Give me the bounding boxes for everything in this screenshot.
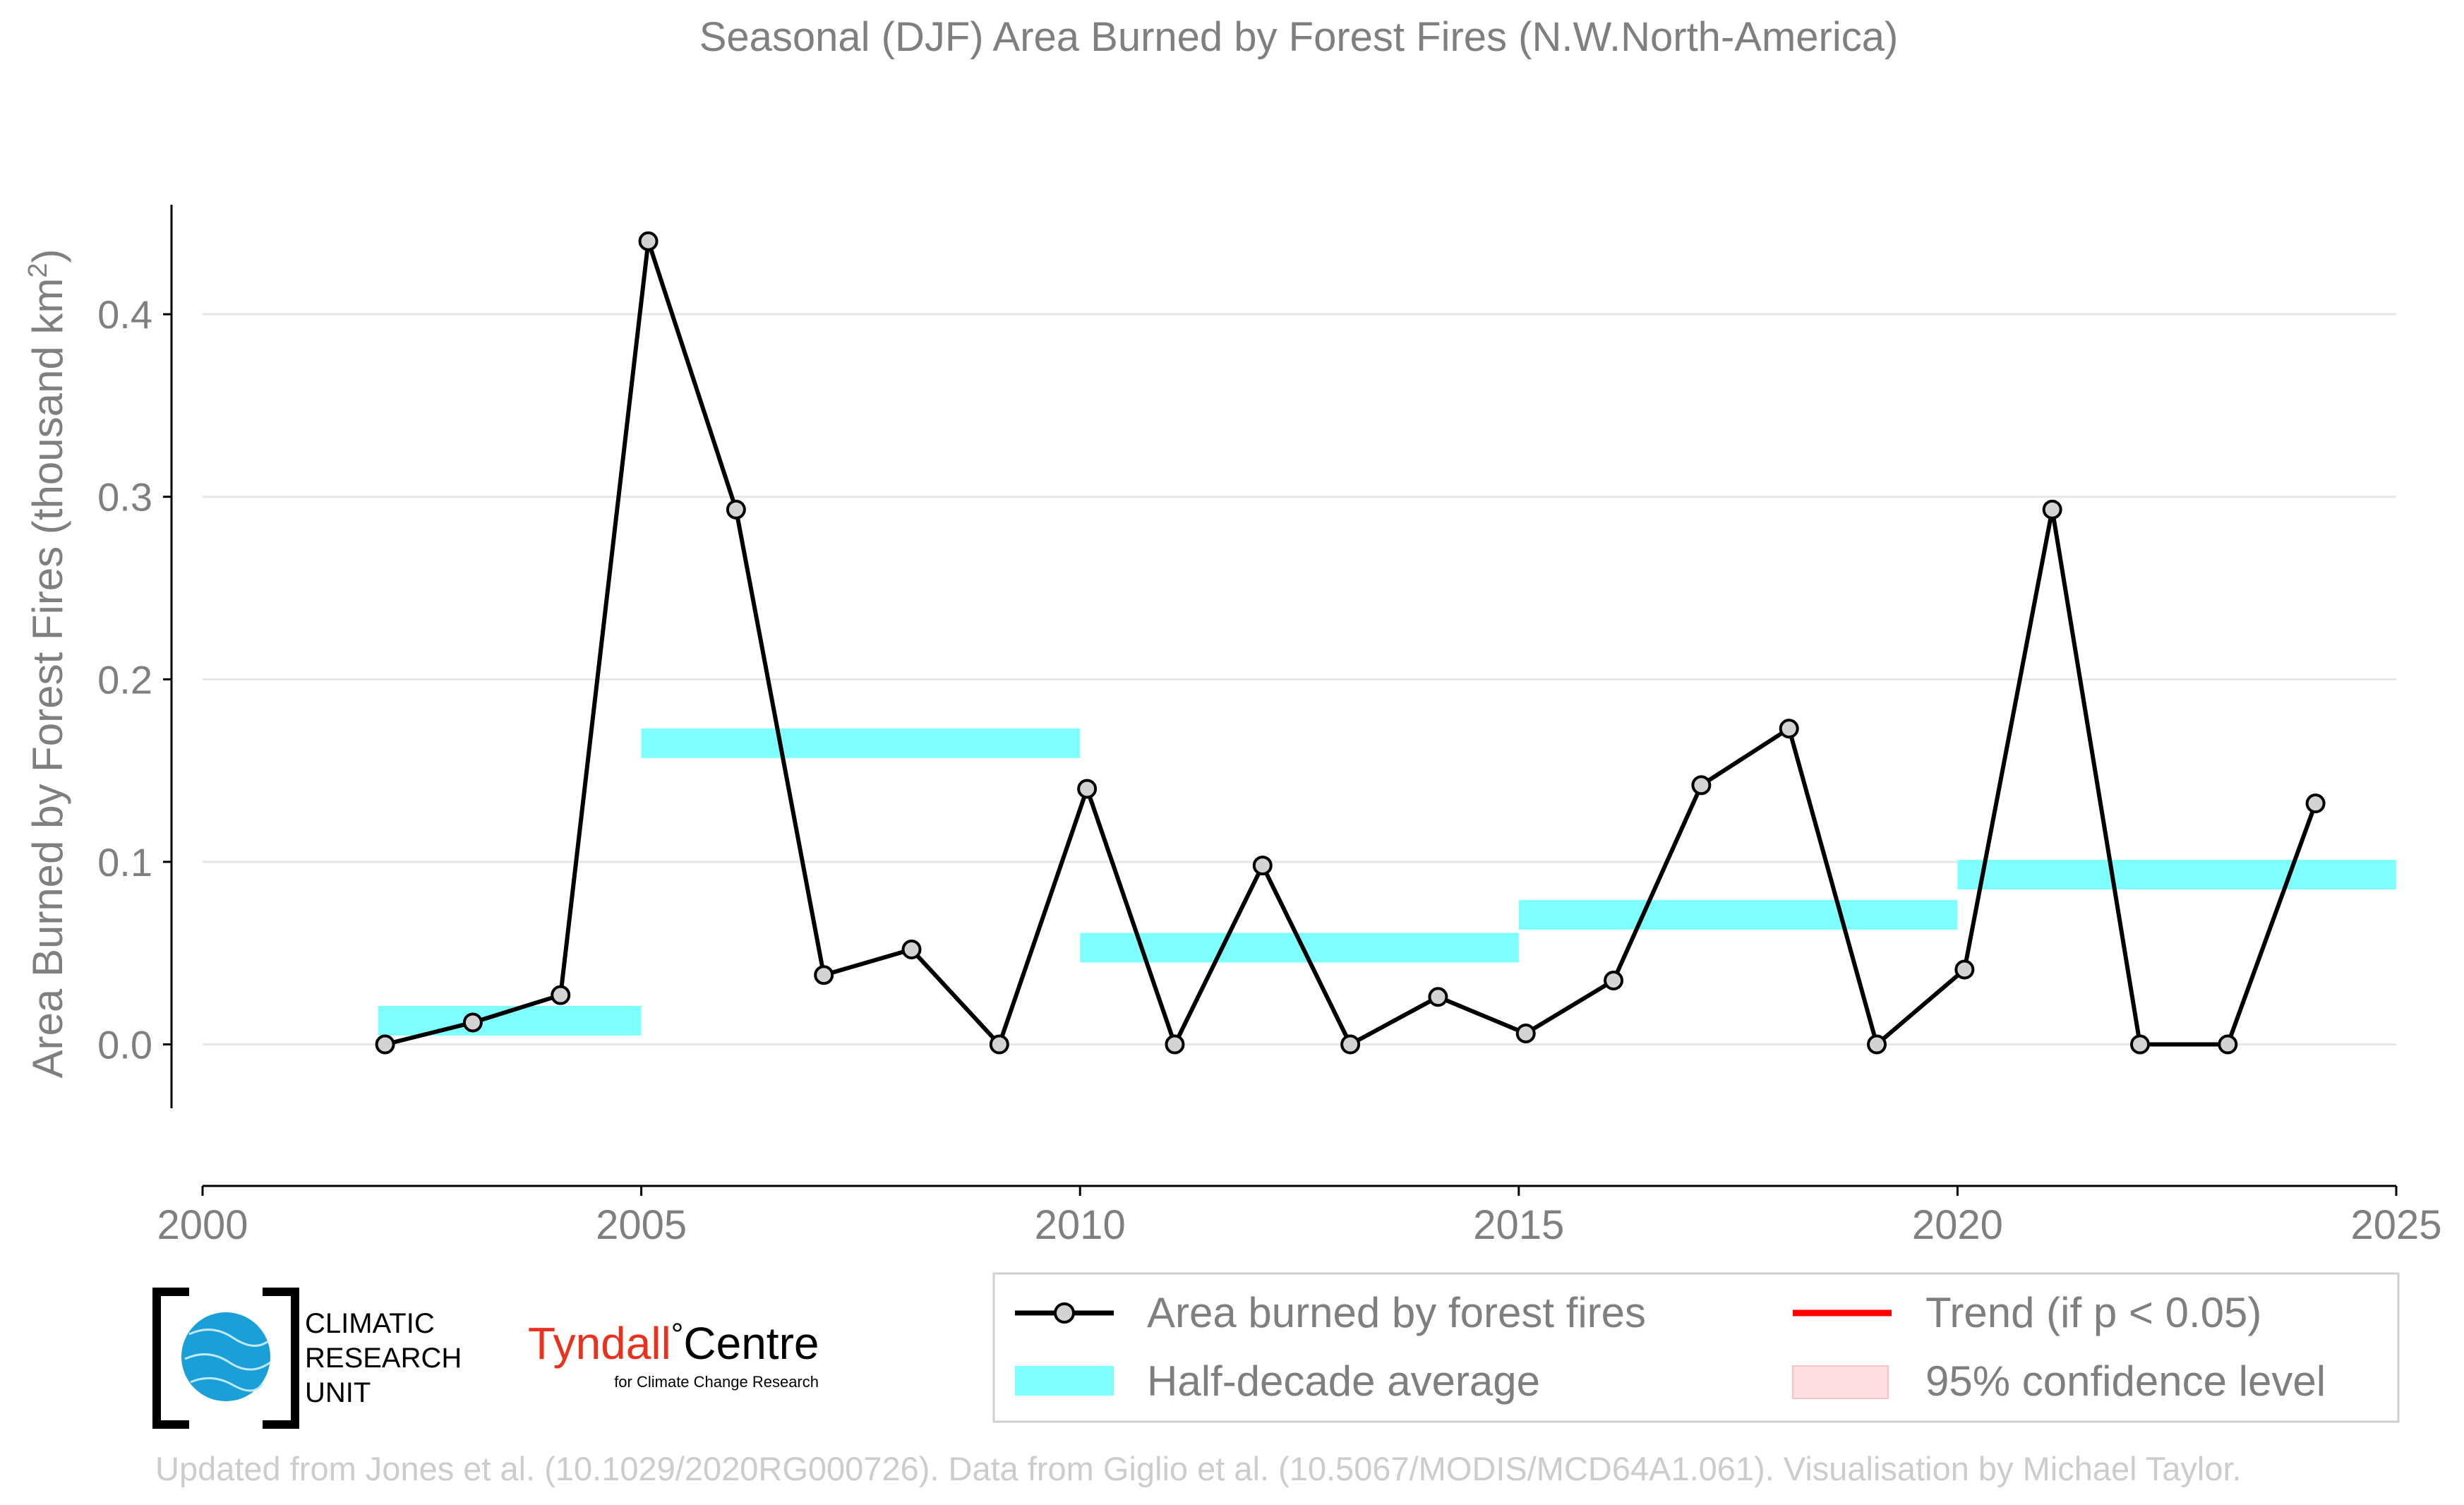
data-point (1165, 1034, 1185, 1055)
cru-logo-bracket-right (263, 1288, 299, 1429)
half-decade-average-bars (378, 728, 2396, 1036)
data-point (375, 1034, 395, 1055)
half-decade-average-bar (1518, 899, 1958, 930)
half-decade-average-bar (1957, 860, 2396, 890)
legend-marker-swatch (1054, 1302, 1075, 1324)
y-tick-label: 0.3 (97, 475, 152, 520)
x-tick-label: 2000 (157, 1202, 248, 1248)
data-point (2042, 499, 2062, 520)
legend-label-trend: Trend (if p < 0.05) (1925, 1289, 2261, 1336)
cru-logo-bracket-left (152, 1288, 189, 1429)
legend-label-confidence: 95% confidence level (1925, 1357, 2326, 1405)
legend-ci-swatch (1792, 1365, 1889, 1399)
tyndall-wordmark: Tyndall°Centre (528, 1317, 819, 1369)
data-point (1779, 719, 1799, 739)
cru-globe-contours (184, 1329, 271, 1392)
data-point (1077, 779, 1098, 799)
data-point (1252, 856, 1273, 876)
y-axis-ticks: 0.0 0.1 0.2 0.3 0.4 (97, 292, 172, 1067)
series-line (384, 239, 2318, 1047)
y-tick-label: 0.2 (97, 657, 152, 702)
legend-frame (992, 1272, 2400, 1423)
data-point (1954, 959, 1975, 980)
chart-title: Seasonal (DJF) Area Burned by Forest Fir… (699, 14, 1899, 60)
x-tick-label: 2010 (1035, 1202, 1126, 1248)
data-point (1515, 1023, 1536, 1043)
data-point (551, 985, 571, 1005)
tyndall-logo: Tyndall°Centre for Climate Change Resear… (528, 1317, 819, 1391)
y-tick-label: 0.1 (97, 840, 152, 885)
data-point (1428, 987, 1448, 1007)
data-point (901, 940, 922, 960)
legend-label-half-decade-average: Half-decade average (1147, 1357, 1540, 1405)
x-tick-label: 2015 (1473, 1202, 1564, 1248)
data-point (2129, 1034, 2150, 1055)
legend-label-area-burned: Area burned by forest fires (1147, 1289, 1646, 1336)
tyndall-subtitle: for Climate Change Research (614, 1373, 819, 1391)
data-point (1340, 1034, 1361, 1055)
data-point (1867, 1034, 1887, 1055)
data-point (814, 965, 834, 985)
legend-average-swatch (1015, 1366, 1114, 1396)
data-point (638, 231, 659, 251)
x-axis-ticks: 2000 2005 2010 2015 2020 2025 (157, 1186, 2442, 1248)
data-point (989, 1034, 1009, 1055)
legend: Area burned by forest fires Half-decade … (992, 1272, 2400, 1423)
y-tick-label: 0.0 (97, 1022, 152, 1067)
data-point (462, 1012, 483, 1033)
y-tick-label: 0.4 (97, 292, 152, 337)
data-point (2305, 793, 2326, 814)
data-point (2218, 1034, 2238, 1055)
data-point (726, 499, 746, 520)
x-tick-label: 2020 (1912, 1202, 2003, 1248)
cru-text-research: RESEARCH (305, 1343, 462, 1374)
cru-text-unit: UNIT (305, 1377, 371, 1408)
x-tick-label: 2025 (2350, 1202, 2441, 1248)
data-point (1691, 775, 1712, 796)
x-tick-label: 2005 (596, 1202, 687, 1248)
data-point (1604, 970, 1624, 990)
area-burned-series (375, 231, 2326, 1055)
cru-logo: CLIMATIC RESEARCH UNIT (152, 1288, 462, 1429)
footer-credit: Updated from Jones et al. (10.1029/2020R… (155, 1450, 2242, 1487)
cru-text-climatic: CLIMATIC (305, 1308, 435, 1339)
half-decade-average-bar (641, 728, 1081, 758)
y-axis-label: Area Burned by Forest Fires (thousand km… (23, 249, 71, 1079)
